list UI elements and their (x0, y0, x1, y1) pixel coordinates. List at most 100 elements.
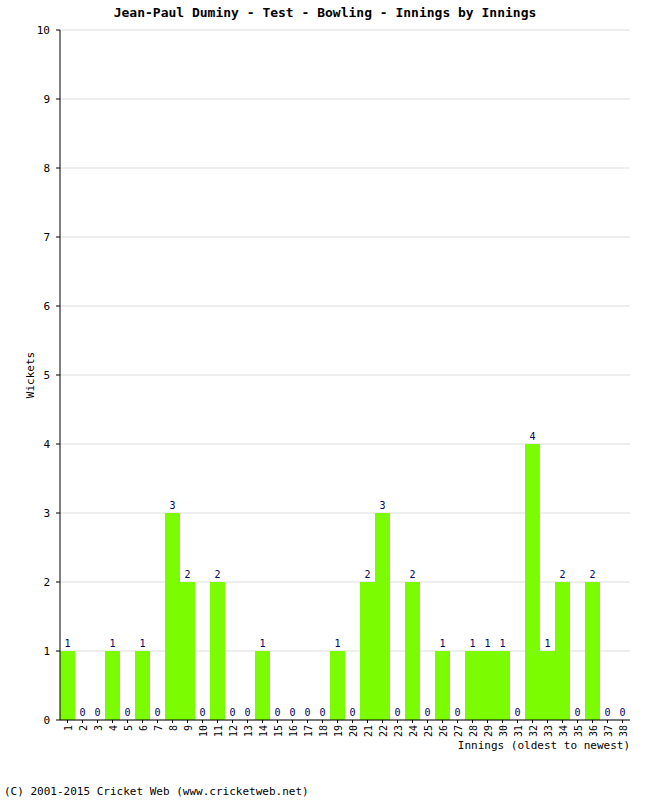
x-tick-label: 25 (423, 725, 434, 737)
grid-line (60, 30, 630, 31)
x-tick (337, 720, 338, 723)
y-tick-label: 4 (43, 438, 50, 451)
grid-line (60, 375, 630, 376)
data-label: 3 (379, 500, 385, 511)
grid-line (60, 720, 630, 721)
data-label: 0 (454, 707, 460, 718)
x-tick (277, 720, 278, 723)
x-tick (97, 720, 98, 723)
x-tick-label: 19 (333, 725, 344, 737)
x-tick (142, 720, 143, 723)
data-label: 1 (64, 638, 70, 649)
x-tick-label: 31 (513, 725, 524, 737)
x-tick-label: 17 (303, 725, 314, 737)
y-tick (56, 513, 60, 514)
x-tick-label: 34 (558, 725, 569, 737)
y-tick-label: 3 (43, 507, 50, 520)
data-label: 1 (139, 638, 145, 649)
x-tick (412, 720, 413, 723)
y-tick-label: 9 (43, 93, 50, 106)
x-axis-label: Innings (oldest to newest) (458, 739, 630, 752)
x-tick (607, 720, 608, 723)
x-tick (292, 720, 293, 723)
data-label: 0 (319, 707, 325, 718)
bar (255, 651, 270, 720)
bar (495, 651, 510, 720)
bar (465, 651, 480, 720)
x-axis (60, 720, 630, 721)
x-tick-label: 29 (483, 725, 494, 737)
x-tick (517, 720, 518, 723)
x-tick (397, 720, 398, 723)
data-label: 0 (349, 707, 355, 718)
data-label: 1 (544, 638, 550, 649)
grid-line (60, 444, 630, 445)
x-tick-label: 4 (108, 725, 119, 731)
y-tick-label: 6 (43, 300, 50, 313)
bar (180, 582, 195, 720)
x-tick-label: 22 (378, 725, 389, 737)
bar (525, 444, 540, 720)
y-tick-label: 10 (37, 24, 50, 37)
data-label: 0 (229, 707, 235, 718)
title: Jean-Paul Duminy - Test - Bowling - Inni… (114, 5, 537, 20)
bar (210, 582, 225, 720)
bar (165, 513, 180, 720)
x-tick (217, 720, 218, 723)
y-axis (60, 30, 61, 720)
y-tick (56, 99, 60, 100)
x-tick-label: 30 (498, 725, 509, 737)
bars (60, 444, 600, 720)
y-tick (56, 651, 60, 652)
x-tick-label: 18 (318, 725, 329, 737)
bar (60, 651, 75, 720)
x-tick (352, 720, 353, 723)
x-tick-label: 27 (453, 725, 464, 737)
data-label: 1 (499, 638, 505, 649)
y-tick-label: 5 (43, 369, 50, 382)
x-tick-label: 1 (63, 725, 74, 731)
data-label: 0 (289, 707, 295, 718)
x-tick (262, 720, 263, 723)
data-label: 0 (574, 707, 580, 718)
x-tick-label: 28 (468, 725, 479, 737)
x-tick-label: 9 (183, 725, 194, 731)
x-tick (232, 720, 233, 723)
x-tick (202, 720, 203, 723)
x-tick (577, 720, 578, 723)
bar (480, 651, 495, 720)
bar (360, 582, 375, 720)
y-tick (56, 30, 60, 31)
bar (540, 651, 555, 720)
y-tick-label: 0 (43, 714, 50, 727)
x-tick (172, 720, 173, 723)
data-label: 3 (169, 500, 175, 511)
x-tick (322, 720, 323, 723)
footer: (C) 2001-2015 Cricket Web (www.cricketwe… (4, 785, 309, 798)
x-tick-label: 24 (408, 725, 419, 737)
x-tick-label: 13 (243, 725, 254, 737)
x-tick-label: 12 (228, 725, 239, 737)
grid-line (60, 306, 630, 307)
bar (105, 651, 120, 720)
y-tick-label: 1 (43, 645, 50, 658)
x-tick (382, 720, 383, 723)
data-label: 1 (484, 638, 490, 649)
x-tick (472, 720, 473, 723)
data-label: 0 (619, 707, 625, 718)
x-tick-label: 2 (78, 725, 89, 731)
x-tick (367, 720, 368, 723)
x-tick (82, 720, 83, 723)
grid-line (60, 99, 630, 100)
data-label: 1 (259, 638, 265, 649)
grid-line (60, 513, 630, 514)
background (0, 0, 650, 800)
data-label: 0 (244, 707, 250, 718)
y-axis-label: Wickets (24, 352, 37, 398)
data-label: 2 (559, 569, 565, 580)
y-tick (56, 720, 60, 721)
x-tick-label: 23 (393, 725, 404, 737)
data-label: 1 (109, 638, 115, 649)
x-tick (112, 720, 113, 723)
x-tick-label: 10 (198, 725, 209, 737)
